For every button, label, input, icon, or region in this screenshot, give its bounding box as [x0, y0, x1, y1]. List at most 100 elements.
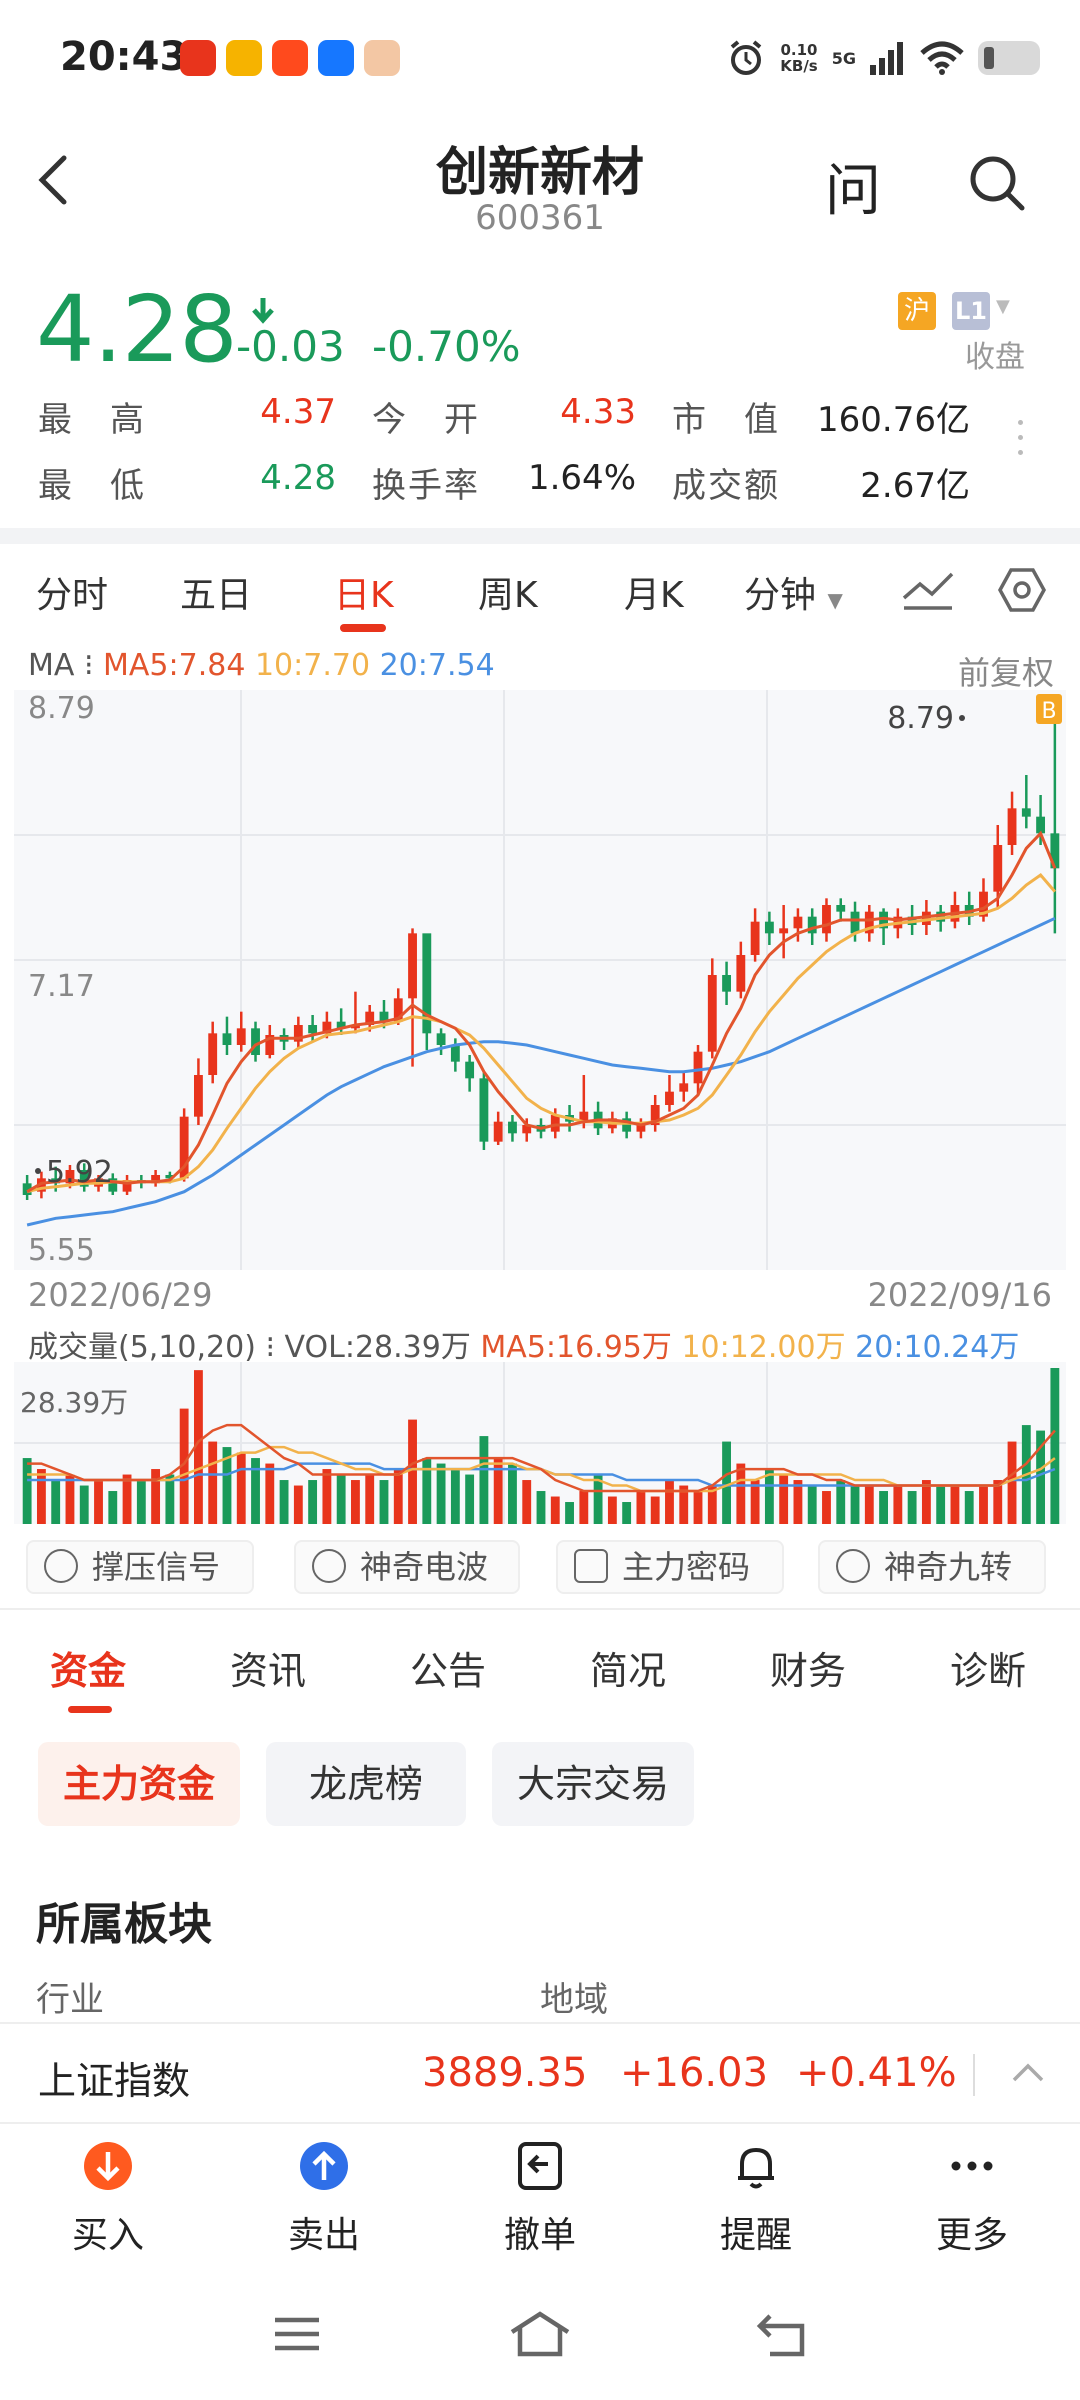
candle: [936, 911, 946, 922]
magic-nine-button[interactable]: 神奇九转: [818, 1540, 1046, 1594]
candle: [336, 1021, 346, 1029]
sell-icon: [298, 2140, 350, 2192]
candle: [65, 1170, 75, 1184]
volume-bar: [964, 1491, 974, 1524]
chip-dragon-tiger[interactable]: 龙虎榜: [266, 1742, 466, 1826]
chip-main-funds[interactable]: 主力资金: [38, 1742, 240, 1826]
main-force-code-button[interactable]: 主力密码: [556, 1540, 784, 1594]
candle: [1021, 808, 1031, 817]
game-app-icon: [364, 40, 400, 76]
tab-news[interactable]: 资讯: [230, 1649, 307, 1693]
low-value: 4.28: [260, 458, 336, 498]
volume-bar: [22, 1458, 32, 1524]
volume-bar: [408, 1419, 417, 1524]
level-dropdown-icon[interactable]: ▼: [996, 296, 1010, 317]
volume-chart[interactable]: 28.39万: [14, 1362, 1066, 1524]
volume-bar: [322, 1469, 332, 1524]
tab-monthly-k[interactable]: 月K: [624, 575, 684, 616]
more-quote-icon[interactable]: [1018, 420, 1024, 465]
sell-button[interactable]: 卖出: [254, 2140, 394, 2258]
volume-bar: [579, 1491, 589, 1524]
candle: [493, 1121, 503, 1142]
magic-wave-button[interactable]: 神奇电波: [294, 1540, 520, 1594]
low-label: 最 低: [38, 466, 146, 506]
adjust-mode[interactable]: 前复权: [957, 654, 1054, 692]
volume-bar: [622, 1502, 632, 1524]
volume-bar: [1036, 1430, 1046, 1524]
ma10-line: [26, 872, 1057, 1194]
candle: [836, 905, 846, 912]
chevron-up-icon[interactable]: [1008, 2054, 1048, 2094]
support-resistance-button[interactable]: 撑压信号: [26, 1540, 254, 1594]
ma-lines: [26, 830, 1057, 1227]
search-icon[interactable]: [964, 150, 1030, 216]
tab-profile[interactable]: 简况: [590, 1649, 667, 1693]
candle: [822, 905, 831, 934]
wave-icon: [312, 1549, 346, 1583]
volume-bar: [94, 1480, 103, 1524]
candle: [779, 928, 789, 934]
tab-intraday[interactable]: 分时: [36, 575, 109, 616]
low-marker: 5.92: [46, 1155, 113, 1190]
ask-button[interactable]: 问: [825, 159, 881, 224]
open-label: 今 开: [372, 400, 480, 440]
cancel-order-icon: [514, 2140, 566, 2192]
turnover-label: 换手率: [372, 466, 480, 506]
candle: [550, 1115, 560, 1132]
candle: [393, 998, 403, 1022]
buy-marker: [1036, 694, 1062, 724]
tab-five-day[interactable]: 五日: [180, 575, 253, 616]
tab-diagnosis[interactable]: 诊断: [950, 1649, 1027, 1693]
home-icon[interactable]: [508, 2310, 572, 2358]
ma5-line: [26, 830, 1057, 1193]
tab-weekly-k[interactable]: 周K: [478, 575, 538, 616]
candle: [465, 1061, 475, 1079]
volume-bar: [836, 1480, 846, 1524]
index-ticker[interactable]: 上证指数 3889.35 +16.03 +0.41%: [0, 2022, 1080, 2124]
volume-bar: [393, 1469, 403, 1524]
candle: [864, 911, 874, 934]
volume-bar: [607, 1496, 617, 1524]
y-label-mid: 7.17: [28, 969, 95, 1004]
volume-bar: [65, 1474, 75, 1524]
candle: [179, 1116, 189, 1179]
chart-grid: [14, 690, 1066, 1270]
volume-bar: [779, 1474, 789, 1524]
open-value: 4.33: [560, 392, 636, 432]
amount-value: 2.67亿: [860, 466, 970, 506]
candlestick-chart[interactable]: 8.79 7.17 5.55 8.79 B 5.92: [14, 690, 1066, 1270]
more-button[interactable]: 更多: [902, 2140, 1042, 2258]
candle: [408, 933, 417, 999]
tab-finance[interactable]: 财务: [770, 1649, 847, 1693]
volume-bar: [807, 1485, 817, 1524]
tab-funds[interactable]: 资金: [50, 1649, 127, 1693]
chip-block-trade[interactable]: 大宗交易: [492, 1742, 694, 1826]
back-button[interactable]: [26, 150, 86, 210]
high-marker-dot: [959, 715, 965, 721]
level-badge[interactable]: L1: [952, 292, 990, 330]
volume-bar: [108, 1491, 118, 1524]
xiaohongshu-app-icon: [180, 40, 216, 76]
back-nav-icon[interactable]: [756, 2310, 808, 2358]
menu-icon[interactable]: [272, 2314, 322, 2354]
tab-daily-k[interactable]: 日K: [334, 575, 394, 616]
candle: [351, 1025, 360, 1029]
tab-minute[interactable]: 分钟 ▼: [744, 575, 843, 616]
candle: [322, 1021, 332, 1034]
draw-line-icon[interactable]: [900, 568, 956, 616]
volume-bar: [879, 1491, 889, 1524]
candle: [151, 1175, 161, 1184]
buy-button[interactable]: 买入: [38, 2140, 178, 2258]
candle: [764, 921, 774, 934]
cancel-order-button[interactable]: 撤单: [470, 2140, 610, 2258]
check-circle-icon: [836, 1549, 870, 1583]
candle: [1050, 833, 1060, 869]
volume-bar: [179, 1408, 189, 1524]
settings-icon[interactable]: [996, 564, 1048, 616]
index-name: 上证指数: [38, 2059, 191, 2103]
alert-button[interactable]: 提醒: [686, 2140, 826, 2258]
volume-bar: [679, 1485, 689, 1524]
tab-announcements[interactable]: 公告: [410, 1649, 487, 1693]
candle: [508, 1121, 517, 1134]
volume-legend: 成交量(5,10,20) ⁝ VOL:28.39万 MA5:16.95万 10:…: [28, 1330, 1020, 1365]
